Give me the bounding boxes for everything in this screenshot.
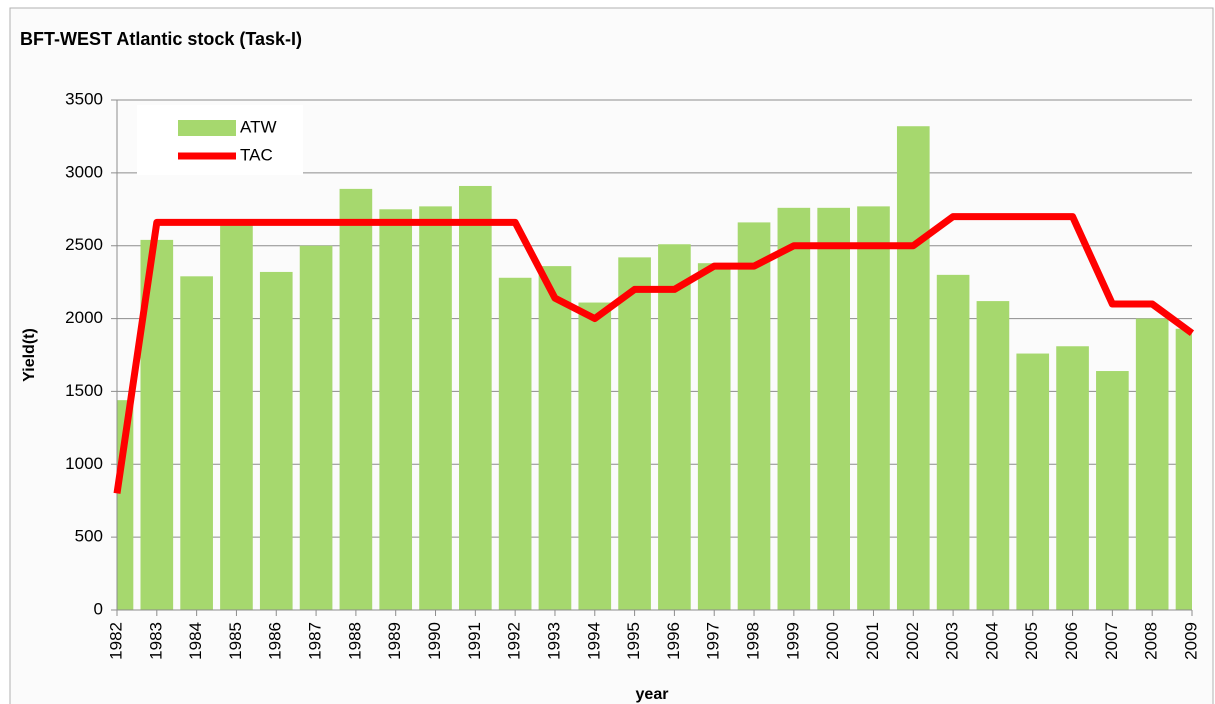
x-tick-label: 1998 xyxy=(744,622,763,660)
x-tick-label: 2005 xyxy=(1022,622,1041,660)
bar xyxy=(379,209,413,611)
bar xyxy=(578,302,612,610)
line xyxy=(113,213,1195,494)
y-tick-label: 3000 xyxy=(65,162,103,181)
y-axis-label: Yield(t) xyxy=(21,328,38,382)
bar xyxy=(419,206,452,610)
bar xyxy=(976,301,1010,610)
x-tick-label: 1984 xyxy=(186,622,205,660)
y-tick-label: 3500 xyxy=(65,89,103,108)
x-tick-label: 2006 xyxy=(1062,622,1081,660)
bar xyxy=(658,244,691,610)
x-tick-label: 1992 xyxy=(505,622,524,660)
x-axis-label: year xyxy=(636,686,669,703)
bar xyxy=(180,276,213,610)
x-tick-label: 2008 xyxy=(1142,622,1161,660)
bar xyxy=(817,207,850,611)
bar xyxy=(1096,371,1129,610)
x-tick-label: 1996 xyxy=(664,622,683,660)
bar xyxy=(1175,328,1192,610)
y-tick-label: 0 xyxy=(94,599,103,618)
bar xyxy=(339,188,373,610)
x-tick-label: 1997 xyxy=(704,622,723,660)
y-tick-label: 1500 xyxy=(65,381,103,400)
x-tick-label: 1987 xyxy=(306,622,325,660)
x-tick-label: 1995 xyxy=(624,622,643,660)
legend-swatch xyxy=(178,120,236,136)
bar xyxy=(259,271,293,610)
bar xyxy=(697,263,731,610)
bar xyxy=(777,207,811,611)
bar xyxy=(1056,346,1089,610)
bar xyxy=(459,185,492,610)
y-tick-label: 500 xyxy=(75,527,103,546)
x-tick-label: 1991 xyxy=(465,622,484,660)
y-tick-label: 2000 xyxy=(65,308,103,327)
bar xyxy=(896,126,930,610)
x-tick-label: 2001 xyxy=(863,622,882,660)
bar xyxy=(1135,318,1169,610)
x-tick-label: 1993 xyxy=(544,622,563,660)
bar xyxy=(498,277,532,610)
x-tick-label: 1985 xyxy=(226,622,245,660)
y-tick-label: 2500 xyxy=(65,235,103,254)
x-tick-label: 1994 xyxy=(584,622,603,660)
bar xyxy=(220,222,253,610)
x-tick-label: 2007 xyxy=(1102,622,1121,660)
x-tick-label: 2009 xyxy=(1181,622,1200,660)
bar xyxy=(538,266,572,610)
x-tick-label: 2000 xyxy=(823,622,842,660)
x-tick-label: 1982 xyxy=(106,622,125,660)
legend-box xyxy=(137,105,303,175)
legend-label: ATW xyxy=(240,117,277,136)
chart-title: BFT-WEST Atlantic stock (Task-I) xyxy=(20,29,302,49)
x-tick-label: 1988 xyxy=(345,622,364,660)
x-tick-label: 1986 xyxy=(266,622,285,660)
bar xyxy=(857,206,890,610)
x-tick-label: 1999 xyxy=(783,622,802,660)
x-tick-label: 1989 xyxy=(385,622,404,660)
bar xyxy=(299,245,333,610)
bar xyxy=(618,257,651,610)
x-tick-label: 2002 xyxy=(903,622,922,660)
x-tick-label: 1990 xyxy=(425,622,444,660)
bar xyxy=(936,274,970,610)
legend-label: TAC xyxy=(240,145,273,164)
bar xyxy=(737,222,771,610)
x-tick-label: 2004 xyxy=(982,622,1001,660)
y-tick-label: 1000 xyxy=(65,454,103,473)
bar xyxy=(1016,353,1050,610)
x-tick-label: 2003 xyxy=(943,622,962,660)
x-tick-label: 1983 xyxy=(146,622,165,660)
